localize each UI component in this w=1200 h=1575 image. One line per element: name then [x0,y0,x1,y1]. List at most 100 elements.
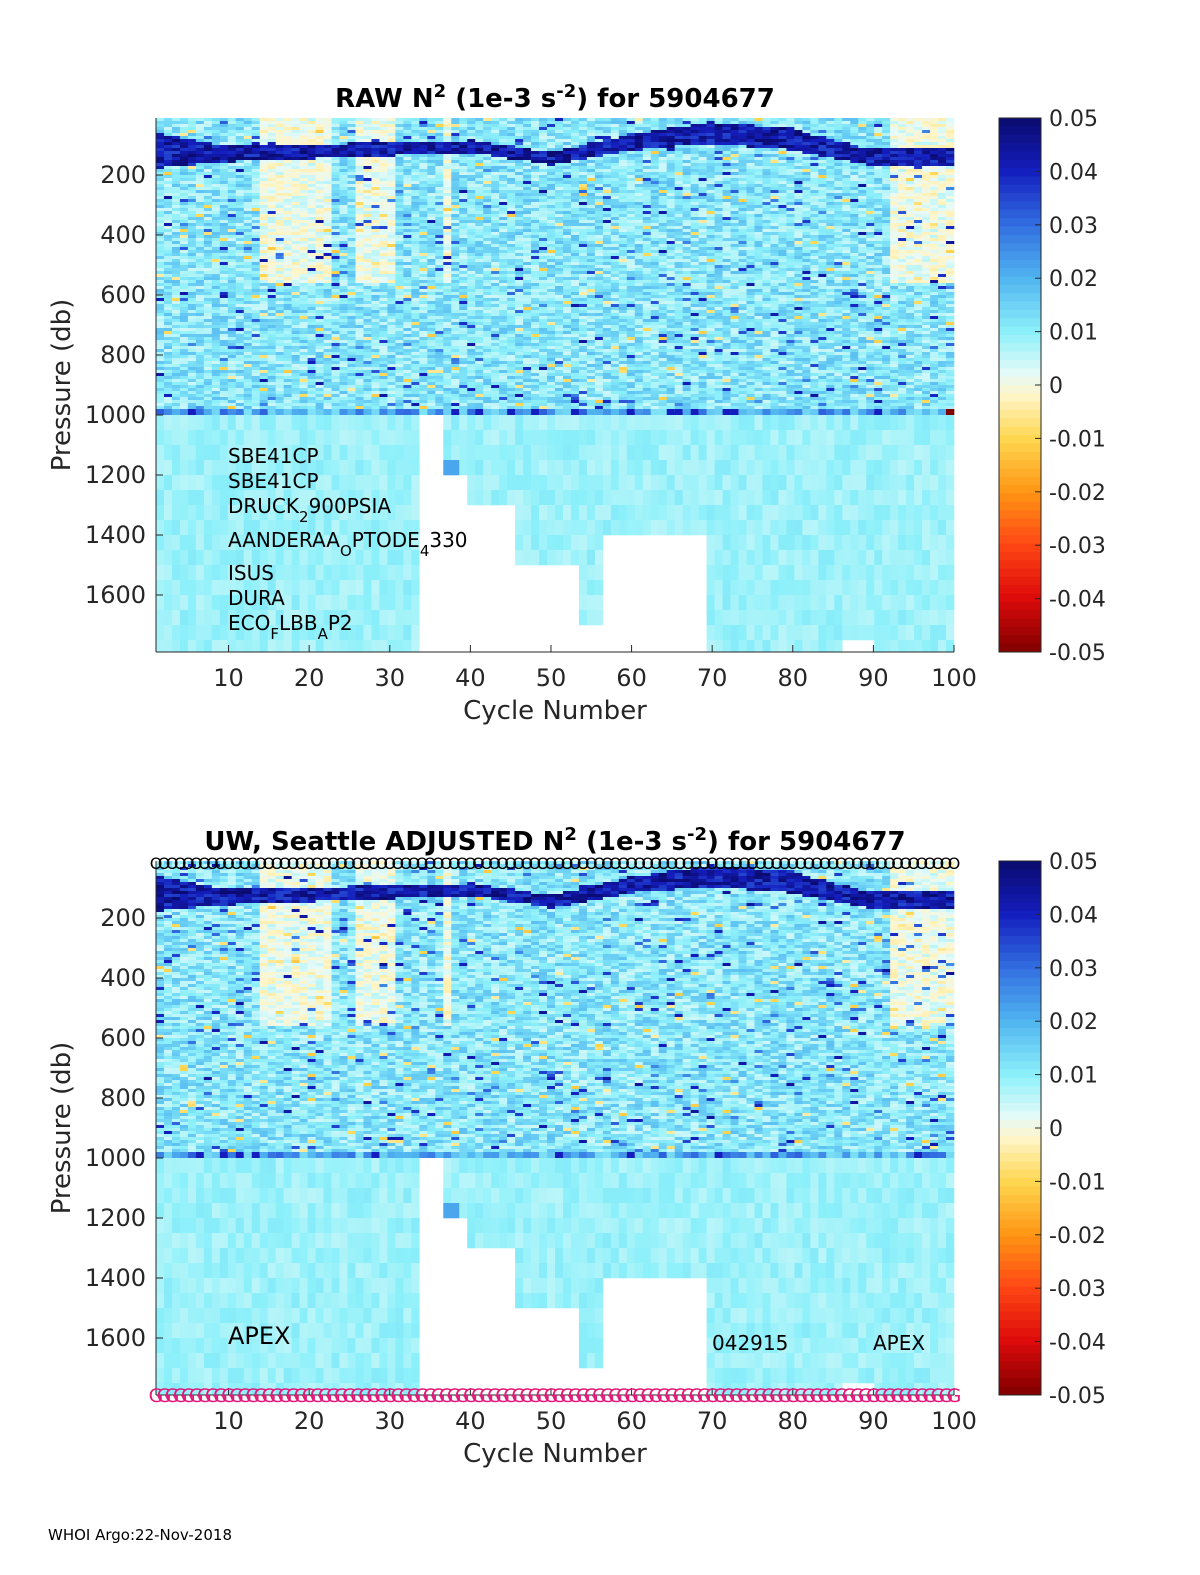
heatmap-cell [347,133,356,137]
heatmap-cell [211,640,221,653]
heatmap-cell [387,409,396,415]
heatmap-cell [363,196,372,200]
heatmap-cell [395,118,404,122]
heatmap-cell [203,274,213,278]
heatmap-cell [227,265,237,269]
heatmap-cell [259,157,269,161]
heatmap-cell [491,238,500,242]
heatmap-cell [179,610,189,626]
heatmap-cell [451,232,460,236]
heatmap-cell [371,415,380,431]
heatmap-cell [211,280,221,284]
heatmap-cell [187,259,197,263]
heatmap-cell [467,340,476,344]
heatmap-cell [371,199,380,203]
heatmap-cell [315,310,324,314]
heatmap-cell [499,415,508,431]
heatmap-cell [156,163,165,167]
heatmap-cell [235,337,245,341]
heatmap-cell [371,286,380,290]
heatmap-cell [483,349,492,353]
heatmap-cell [283,286,292,290]
heatmap-cell [323,136,332,140]
heatmap-cell [411,181,420,185]
heatmap-cell [227,277,237,281]
heatmap-cell [483,121,492,125]
heatmap-cell [355,262,364,266]
heatmap-cell [459,430,468,446]
heatmap-cell [163,274,173,278]
heatmap-cell [283,310,292,314]
heatmap-cell [411,250,420,254]
heatmap-cell [467,346,476,350]
heatmap-cell [451,154,460,158]
heatmap-cell [283,244,292,248]
heatmap-cell [187,445,197,461]
heatmap-cell [467,223,476,227]
heatmap-cell [259,121,269,125]
heatmap-cell [187,265,197,269]
heatmap-cell [427,220,436,224]
heatmap-cell [403,370,412,374]
heatmap-cell [307,217,316,221]
heatmap-cell [227,580,237,596]
heatmap-cell [267,259,276,263]
heatmap-cell [475,364,484,368]
heatmap-cell [475,166,484,170]
heatmap-cell [499,397,508,401]
heatmap-cell [235,391,245,395]
heatmap-cell [339,382,348,386]
heatmap-cell [307,430,316,446]
heatmap-cell [403,151,412,155]
heatmap-cell [347,289,356,293]
heatmap-cell [507,292,516,296]
heatmap-cell [275,391,284,395]
heatmap-cell [355,298,364,302]
heatmap-cell [427,211,436,215]
heatmap-cell [195,313,205,317]
heatmap-cell [315,331,324,335]
heatmap-cell [411,277,420,281]
heatmap-cell [156,376,165,380]
heatmap-cell [235,163,245,167]
heatmap-cell [395,154,404,158]
heatmap-cell [259,610,269,626]
heatmap-cell [467,253,476,257]
heatmap-cell [387,367,396,371]
heatmap-cell [227,355,237,359]
heatmap-cell [219,313,229,317]
heatmap-cell [499,214,508,218]
heatmap-cell [283,610,292,626]
heatmap-cell [451,130,460,134]
heatmap-cell [475,415,484,431]
heatmap-cell [419,148,428,152]
heatmap-cell [203,280,213,284]
heatmap-cell [163,232,173,236]
heatmap-cell [275,130,284,134]
heatmap-cell [387,178,396,182]
heatmap-cell [299,184,308,188]
heatmap-cell [435,373,444,377]
heatmap-cell [243,139,253,143]
heatmap-cell [227,310,237,314]
heatmap-cell [275,322,284,326]
heatmap-cell [299,148,308,152]
heatmap-cell [323,310,332,314]
heatmap-cell [187,160,197,164]
heatmap-cell [403,292,412,296]
heatmap-cell [451,238,460,242]
heatmap-cell [243,319,253,323]
heatmap-cell [379,274,388,278]
heatmap-cell [347,400,356,404]
heatmap-cell [267,181,276,185]
heatmap-cell [243,415,253,431]
heatmap-cell [323,580,332,596]
heatmap-cell [347,397,356,401]
heatmap-cell [339,247,348,251]
heatmap-cell [363,520,372,536]
heatmap-cell [323,160,332,164]
heatmap-cell [267,367,276,371]
heatmap-cell [363,277,372,281]
heatmap-cell [267,277,276,281]
heatmap-cell [331,193,340,197]
